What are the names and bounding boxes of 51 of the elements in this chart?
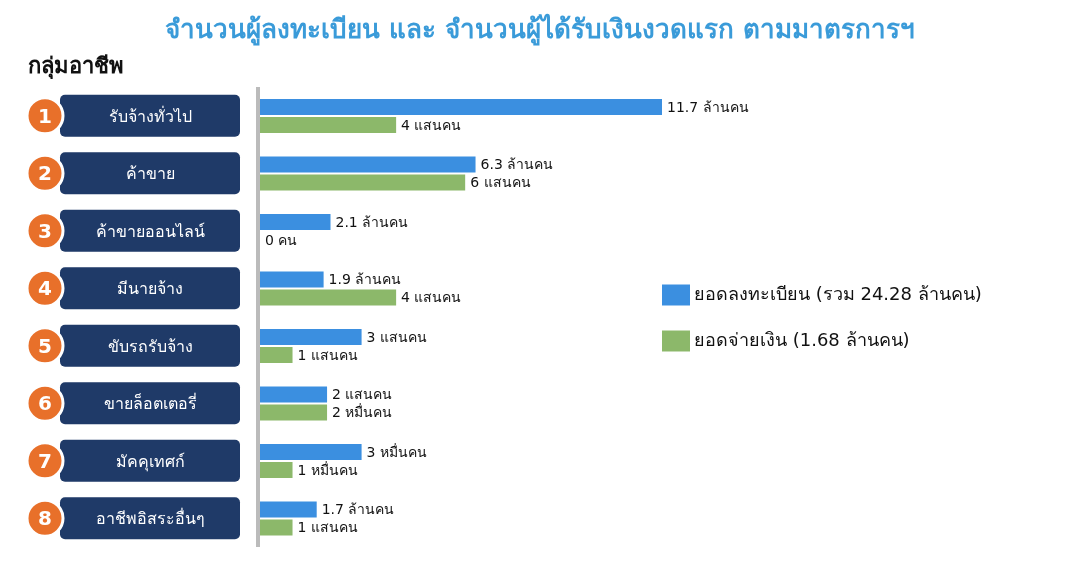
bar — [258, 462, 293, 478]
data-label: 3 แสนคน — [366, 328, 427, 345]
y-tick-label: อาชีพอิสระอื่นๆ — [95, 507, 205, 529]
text: 8 — [38, 506, 52, 531]
y-tick-label: ขายล็อตเตอรี่ — [103, 392, 197, 414]
bar — [258, 329, 362, 345]
data-label: 1 แสนคน — [297, 346, 358, 363]
data-label: 1 หมื่นคน — [297, 460, 358, 478]
y-tick-label: มีนายจ้าง — [117, 279, 183, 299]
bar — [258, 289, 397, 306]
data-label: 1 แสนคน — [297, 519, 358, 536]
bar — [258, 214, 331, 230]
y-tick-label: รับจ้างทั่วไป — [108, 104, 192, 126]
data-label: 1.9 ล้านคน — [328, 271, 402, 288]
bar — [258, 174, 466, 191]
data-label: 1.7 ล้านคน — [321, 501, 395, 518]
data-label: 2 หมื่นคน — [332, 403, 393, 421]
legend-label: ยอดลงทะเบียน (รวม 24.28 ล้านคน) — [694, 283, 982, 304]
text: 4 — [38, 276, 52, 301]
chart-title: จำนวนผู้ลงทะเบียน และ จำนวนผู้ได้รับเงินงวดแรก ตามมาตรการฯ — [163, 12, 917, 48]
data-label: 2 แสนคน — [332, 386, 393, 403]
legend-label: ยอดจ่ายเงิน (1.68 ล้านคน) — [694, 329, 910, 350]
text: 5 — [38, 333, 52, 358]
text: 7 — [38, 448, 52, 473]
bar — [258, 501, 317, 518]
data-label: 3 หมื่นคน — [366, 442, 427, 460]
text: 2 — [38, 161, 52, 186]
bar — [258, 117, 397, 133]
bar — [258, 444, 362, 460]
y-tick-label: ค้าขาย — [125, 164, 175, 184]
data-label: 0 คน — [265, 231, 298, 248]
bar — [258, 404, 328, 421]
data-label: 4 แสนคน — [401, 116, 462, 133]
text: 3 — [38, 218, 52, 243]
data-label: 11.7 ล้านคน — [667, 98, 749, 115]
text: กลุ่มอาชีพ — [28, 52, 125, 81]
text: 6 — [38, 391, 52, 416]
bar — [258, 519, 293, 536]
y-tick-label: ขับรถรับจ้าง — [107, 336, 193, 356]
data-label: 6.3 ล้านคน — [480, 156, 554, 173]
data-label: 6 แสนคน — [470, 174, 531, 191]
bar — [258, 271, 324, 288]
text: 1 — [38, 103, 52, 128]
bar — [258, 156, 476, 173]
y-tick-label: มัคคุเทศก์ — [115, 451, 185, 472]
y-tick-label: ค้าขายออนไลน์ — [95, 221, 205, 241]
data-label: 4 แสนคน — [401, 289, 462, 306]
bar — [258, 347, 293, 363]
bar — [258, 99, 662, 115]
bar — [258, 386, 328, 403]
data-label: 2.1 ล้านคน — [335, 213, 409, 230]
